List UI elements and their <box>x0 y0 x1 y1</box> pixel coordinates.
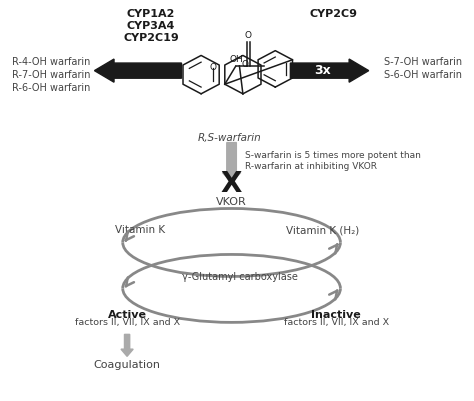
Text: Coagulation: Coagulation <box>93 360 161 370</box>
Text: OH: OH <box>229 55 243 64</box>
Text: Inactive: Inactive <box>311 310 361 320</box>
FancyArrow shape <box>291 59 369 82</box>
Text: CYP1A2
CYP3A4
CYP2C19: CYP1A2 CYP3A4 CYP2C19 <box>123 9 179 43</box>
Text: VKOR: VKOR <box>216 196 247 207</box>
Text: R,S-warfarin: R,S-warfarin <box>198 133 261 143</box>
Text: Vitamin K: Vitamin K <box>115 225 165 235</box>
Text: X: X <box>221 170 242 198</box>
Text: S-warfarin is 5 times more potent than
R-warfarin at inhibiting VKOR: S-warfarin is 5 times more potent than R… <box>245 150 420 171</box>
Text: factors II, VII, IX and X: factors II, VII, IX and X <box>74 318 180 327</box>
Text: R-4-OH warfarin
R-7-OH warfarin
R-6-OH warfarin: R-4-OH warfarin R-7-OH warfarin R-6-OH w… <box>11 57 90 93</box>
Text: factors II, VII, IX and X: factors II, VII, IX and X <box>283 318 389 327</box>
Text: 3x: 3x <box>315 64 331 77</box>
Text: O: O <box>210 63 217 71</box>
Text: O: O <box>245 31 252 40</box>
FancyArrow shape <box>222 143 241 182</box>
Text: Vitamin K (H₂): Vitamin K (H₂) <box>286 225 360 235</box>
Text: S-7-OH warfarin
S-6-OH warfarin: S-7-OH warfarin S-6-OH warfarin <box>384 57 462 80</box>
Text: Active: Active <box>108 310 146 320</box>
FancyArrow shape <box>94 59 182 82</box>
Text: O: O <box>241 60 248 69</box>
FancyArrow shape <box>121 334 133 356</box>
Text: CYP2C9: CYP2C9 <box>310 9 358 19</box>
Text: γ-Glutamyl carboxylase: γ-Glutamyl carboxylase <box>182 272 298 282</box>
